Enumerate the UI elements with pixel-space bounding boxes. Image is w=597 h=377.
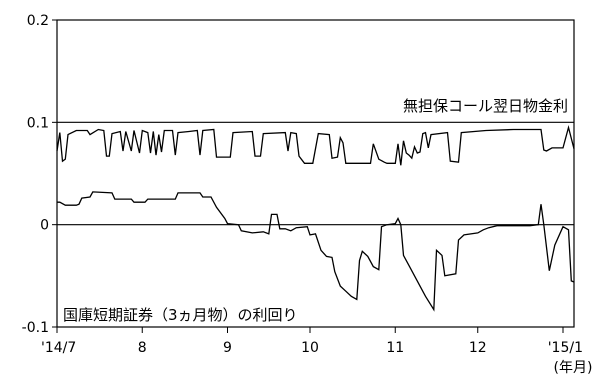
y-tick-label: 0.1 xyxy=(27,115,49,131)
x-tick-label: 8 xyxy=(138,340,147,356)
x-tick-label: 10 xyxy=(301,340,319,356)
series-layer xyxy=(56,124,575,312)
x-tick-label: 11 xyxy=(386,340,404,356)
y-tick-label: 0.2 xyxy=(27,13,49,29)
x-tick-label: '14/7 xyxy=(41,340,76,356)
reference-lines xyxy=(57,121,574,226)
series-label-call-rate: 無担保コール翌日物金利 xyxy=(403,97,568,115)
series-label-tbill-yield: 国庫短期証券（3ヵ月物）の利回り xyxy=(63,306,298,324)
x-tick-label: 9 xyxy=(223,340,232,356)
plot-area xyxy=(56,19,575,328)
x-tick-label: '15/1 xyxy=(548,340,583,356)
y-axis: 0.2 0.1 0 -0.1 xyxy=(22,13,57,336)
series-line-call-rate xyxy=(56,124,575,166)
y-tick-label: 0 xyxy=(40,218,49,234)
series-line-tbill-yield xyxy=(57,191,575,312)
x-unit-label: (年月) xyxy=(554,360,593,376)
y-tick-label: -0.1 xyxy=(22,320,49,336)
x-tick-label: 12 xyxy=(469,340,487,356)
x-axis: '14/7 8 9 10 11 12 '15/1 xyxy=(41,327,583,356)
